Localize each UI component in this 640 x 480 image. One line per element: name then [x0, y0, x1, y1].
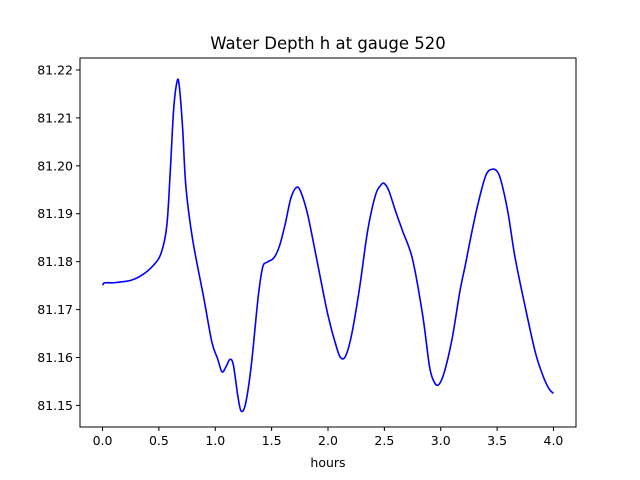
y-tick-label: 81.18	[37, 254, 73, 269]
y-tick-label: 81.15	[37, 398, 73, 413]
y-tick-label: 81.17	[37, 302, 73, 317]
x-tick-label: 2.0	[318, 433, 338, 448]
series-line-0	[101, 78, 555, 413]
x-tick-label: 0.5	[149, 433, 169, 448]
y-tick-label: 81.21	[37, 110, 73, 125]
x-tick-label: 3.5	[487, 433, 507, 448]
x-tick-label: 1.0	[205, 433, 225, 448]
y-tick-label: 81.16	[37, 350, 73, 365]
plot-area	[101, 78, 555, 413]
x-axis: 0.0 0.5 1.0 1.5 2.0 2.5 3.0 3.5 4.0	[93, 427, 564, 448]
y-tick-label: 81.22	[37, 62, 73, 77]
chart-title: Water Depth h at gauge 520	[210, 34, 445, 53]
x-tick-label: 0.0	[93, 433, 113, 448]
x-tick-label: 3.0	[431, 433, 451, 448]
x-axis-label: hours	[310, 455, 345, 470]
y-axis: 81.15 81.16 81.17 81.18 81.19 81.20 81.21 81.22	[37, 62, 80, 413]
y-tick-label: 81.19	[37, 206, 73, 221]
x-tick-label: 2.5	[374, 433, 394, 448]
x-tick-label: 4.0	[544, 433, 564, 448]
y-tick-label: 81.20	[37, 158, 73, 173]
x-tick-label: 1.5	[262, 433, 282, 448]
